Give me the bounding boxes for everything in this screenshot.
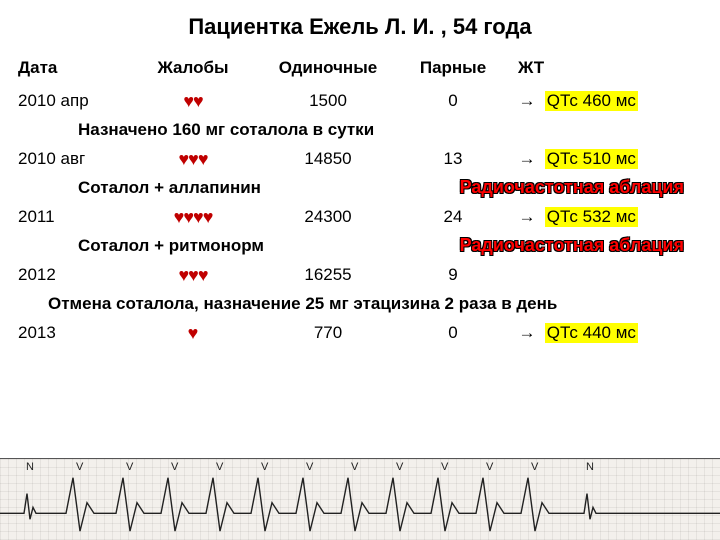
ecg-waveform (0, 459, 720, 540)
hearts-icon: ♥♥♥♥ (128, 207, 258, 228)
cell-single: 16255 (258, 265, 398, 285)
cell-paired: 0 (398, 91, 508, 111)
qtc-badge: QТс 440 мс (545, 323, 638, 343)
arrow-icon: → (518, 149, 540, 169)
cell-paired: 13 (398, 149, 508, 169)
beat-label: V (351, 461, 358, 473)
cell-zt: → QТс 460 мс (508, 91, 702, 112)
hearts-icon: ♥♥♥ (128, 265, 258, 286)
note-text: Соталол + аллапинин (78, 178, 261, 198)
note-etacizin: Отмена соталола, назначение 25 мг этациз… (18, 290, 702, 318)
beat-label: V (486, 461, 493, 473)
table-row: 2010 апр ♥♥ 1500 0 → QТс 460 мс (18, 86, 702, 116)
cell-paired: 9 (398, 265, 508, 285)
hearts-icon: ♥ (128, 323, 258, 344)
beat-label: V (261, 461, 268, 473)
arrow-icon: → (518, 207, 540, 227)
page-title: Пациентка Ежель Л. И. , 54 года (0, 0, 720, 50)
hearts-icon: ♥♥♥ (128, 149, 258, 170)
cell-date: 2012 (18, 265, 128, 285)
note-text: Соталол + ритмонорм (78, 236, 264, 256)
note-sotalol-160: Назначено 160 мг соталола в сутки (18, 116, 702, 144)
beat-label: V (76, 461, 83, 473)
note-allapinin: Соталол + аллапинин Радиочастотная аблац… (18, 174, 702, 202)
cell-zt: → QТс 440 мс (508, 323, 702, 344)
cell-single: 14850 (258, 149, 398, 169)
cell-date: 2010 апр (18, 91, 128, 111)
beat-label: V (531, 461, 538, 473)
cell-single: 770 (258, 323, 398, 343)
header-paired: Парные (398, 58, 508, 78)
hearts-icon: ♥♥ (128, 91, 258, 112)
table-row: 2012 ♥♥♥ 16255 9 (18, 260, 702, 290)
cell-single: 24300 (258, 207, 398, 227)
arrow-icon: → (518, 323, 540, 343)
qtc-badge: QТс 510 мс (545, 149, 638, 169)
cell-paired: 24 (398, 207, 508, 227)
header-complaints: Жалобы (128, 58, 258, 78)
cell-date: 2011 (18, 207, 128, 227)
table-row: 2013 ♥ 770 0 → QТс 440 мс (18, 318, 702, 348)
beat-label: V (126, 461, 133, 473)
arrow-icon: → (518, 91, 540, 111)
cell-paired: 0 (398, 323, 508, 343)
qtc-badge: QТс 532 мс (545, 207, 638, 227)
cell-single: 1500 (258, 91, 398, 111)
cell-date: 2013 (18, 323, 128, 343)
beat-label: N (586, 461, 594, 473)
beat-label: N (26, 461, 34, 473)
beat-label: V (441, 461, 448, 473)
header-zt: ЖТ (508, 58, 702, 78)
beat-label: V (396, 461, 403, 473)
cell-date: 2010 авг (18, 149, 128, 169)
ablation-label: Радиочастотная аблация (460, 236, 684, 256)
data-table: Дата Жалобы Одиночные Парные ЖТ 2010 апр… (0, 50, 720, 348)
cell-zt: → QТс 510 мс (508, 149, 702, 170)
header-single: Одиночные (258, 58, 398, 78)
beat-label: V (216, 461, 223, 473)
table-header-row: Дата Жалобы Одиночные Парные ЖТ (18, 50, 702, 86)
ecg-strip: NVVVVVVVVVVVN (0, 458, 720, 540)
ablation-label: Радиочастотная аблация (460, 178, 684, 198)
table-row: 2010 авг ♥♥♥ 14850 13 → QТс 510 мс (18, 144, 702, 174)
beat-label: V (306, 461, 313, 473)
cell-zt: → QТс 532 мс (508, 207, 702, 228)
qtc-badge: QТс 460 мс (545, 91, 638, 111)
header-date: Дата (18, 58, 128, 78)
table-row: 2011 ♥♥♥♥ 24300 24 → QТс 532 мс (18, 202, 702, 232)
beat-label: V (171, 461, 178, 473)
note-ritmonorm: Соталол + ритмонорм Радиочастотная аблац… (18, 232, 702, 260)
